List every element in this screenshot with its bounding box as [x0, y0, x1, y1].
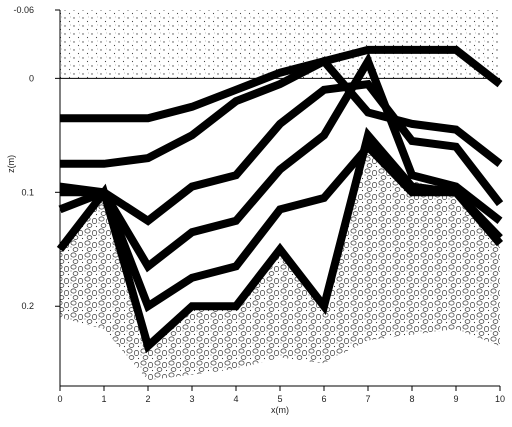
sand-fill [60, 10, 500, 79]
layer-line-1 [60, 45, 503, 123]
x-tick-label: 3 [189, 394, 194, 404]
x-tick-label: 5 [277, 394, 282, 404]
x-axis-title: x(m) [271, 405, 289, 415]
x-tick-label: 7 [365, 394, 370, 404]
x-tick-label: 8 [409, 394, 414, 404]
series-group [56, 45, 504, 354]
y-axis-ticks: -0.06 0 0.1 0.2 [13, 5, 60, 311]
y-tick-label: 0.1 [21, 187, 34, 197]
y-tick-label: 0.2 [21, 301, 34, 311]
x-tick-label: 10 [495, 394, 505, 404]
layer-line-3 [59, 79, 504, 226]
substrate-fill [60, 135, 500, 381]
x-tick-label: 0 [57, 394, 62, 404]
x-axis-ticks: 0 1 2 3 4 5 6 7 8 9 10 [57, 386, 505, 404]
y-axis-title: z(m) [6, 155, 16, 173]
x-tick-label: 1 [101, 394, 106, 404]
y-tick-label: 0 [29, 73, 34, 83]
x-tick-label: 4 [233, 394, 238, 404]
x-tick-label: 6 [321, 394, 326, 404]
layer-line-4 [60, 52, 503, 273]
layer-line-2 [60, 56, 503, 168]
layer-line-6 [56, 126, 504, 354]
x-tick-label: 9 [453, 394, 458, 404]
x-tick-label: 2 [145, 394, 150, 404]
y-tick-label: -0.06 [13, 5, 34, 15]
